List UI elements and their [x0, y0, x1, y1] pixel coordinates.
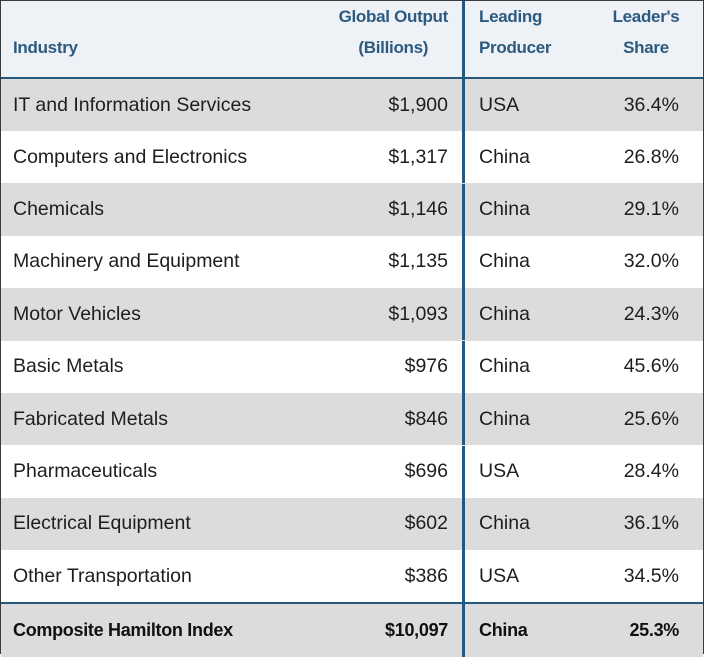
total-row: Composite Hamilton Index $10,097 China 2…	[1, 602, 703, 657]
table-row: Basic Metals $976 China 45.6%	[1, 340, 703, 393]
row-left-group: Motor Vehicles $1,093	[1, 288, 465, 341]
cell-industry: Computers and Electronics	[13, 145, 248, 168]
table-body: IT and Information Services $1,900 USA 36.4…	[1, 77, 703, 604]
cell-industry: Fabricated Metals	[13, 407, 168, 430]
cell-leading-producer: China	[479, 198, 530, 221]
cell-leading-producer: China	[479, 512, 530, 535]
header-industry: Industry	[13, 38, 78, 57]
cell-leaders-share: 34.5%	[623, 564, 679, 587]
table-row: Machinery and Equipment $1,135 China 32.0%	[1, 235, 703, 289]
row-left-group: Basic Metals $976	[1, 340, 465, 393]
cell-leaders-share: 24.3%	[623, 302, 679, 325]
cell-industry: Electrical Equipment	[13, 512, 191, 535]
total-producer: China	[465, 602, 595, 657]
table-row: Fabricated Metals $846 China 25.6%	[1, 392, 703, 446]
cell-industry: IT and Information Services	[13, 93, 252, 116]
cell-leading-producer: USA	[465, 77, 595, 131]
header-left-group: Industry Global Output (Billions)	[1, 1, 465, 78]
cell-global-output: $846	[404, 407, 448, 430]
cell-global-output: $1,135	[388, 250, 448, 273]
cell-industry: Other Transportation	[13, 564, 192, 587]
header-leaders-share: Leader's Share	[595, 1, 703, 78]
header-leaders-share-line2: Share	[623, 38, 669, 57]
cell-leaders-share: 32.0%	[623, 250, 679, 273]
cell-industry: Machinery and Equipment	[13, 250, 240, 273]
table-row: Pharmaceuticals $696 USA 28.4%	[1, 445, 703, 498]
table-footer: Composite Hamilton Index $10,097 China 2…	[1, 602, 703, 657]
header-leaders-share-line1: Leader's	[612, 7, 680, 26]
cell-global-output: $1,900	[388, 93, 448, 116]
cell-leading-producer: China	[479, 145, 530, 168]
cell-leading-producer: China	[479, 407, 530, 430]
cell-global-output: $696	[404, 460, 448, 483]
cell-industry: Motor Vehicles	[13, 302, 141, 325]
cell-leaders-share: 36.1%	[623, 512, 679, 535]
cell-industry: Chemicals	[13, 198, 105, 221]
cell-leaders-share: 45.6%	[623, 355, 679, 378]
cell-leaders-share: 36.4%	[595, 77, 703, 131]
cell-leading-producer: USA	[479, 564, 520, 587]
cell-leaders-share: 28.4%	[623, 460, 679, 483]
cell-global-output: $1,146	[388, 198, 448, 221]
total-share: 25.3%	[595, 602, 703, 657]
table-row: Chemicals $1,146 China 29.1%	[1, 183, 703, 236]
row-left-group: Computers and Electronics $1,317	[1, 131, 465, 184]
row-left-group: IT and Information Services $1,900	[1, 77, 465, 131]
row-left-group: Pharmaceuticals $696	[1, 445, 465, 498]
cell-leading-producer: China	[479, 302, 530, 325]
header-global-output: Global Output (Billions)	[338, 1, 449, 63]
header-global-output-line1: Global Output	[338, 7, 449, 26]
cell-leading-producer: USA	[479, 460, 520, 483]
table-row: IT and Information Services $1,900 USA 36.4…	[1, 77, 703, 131]
cell-global-output: $1,317	[388, 145, 448, 168]
cell-industry: Pharmaceuticals	[13, 460, 158, 483]
table-row: Computers and Electronics $1,317 China 26.8…	[1, 131, 703, 184]
row-left-group: Machinery and Equipment $1,135	[1, 235, 465, 288]
total-output: $10,097	[385, 620, 448, 641]
header-leading-producer-line2: Producer	[479, 38, 552, 57]
row-left-group: Other Transportation $386	[1, 550, 465, 603]
table-row: Electrical Equipment $602 China 36.1%	[1, 497, 703, 551]
header-leading-producer-line1: Leading	[479, 7, 543, 26]
row-left-group: Electrical Equipment $602	[1, 497, 465, 550]
table-row: Motor Vehicles $1,093 China 24.3%	[1, 288, 703, 341]
total-left-group: Composite Hamilton Index $10,097	[1, 602, 465, 657]
cell-leading-producer: China	[479, 250, 530, 273]
header-row: Industry Global Output (Billions) Leadin…	[1, 1, 703, 78]
table-header: Industry Global Output (Billions) Leadin…	[1, 1, 703, 78]
cell-global-output: $386	[404, 564, 448, 587]
header-leading-producer: Leading Producer	[465, 1, 595, 78]
cell-leaders-share: 29.1%	[623, 198, 679, 221]
header-global-output-line2: (Billions)	[358, 38, 429, 57]
cell-leaders-share: 26.8%	[623, 145, 679, 168]
table-row: Other Transportation $386 USA 34.5%	[1, 550, 703, 604]
cell-global-output: $976	[404, 355, 448, 378]
row-left-group: Fabricated Metals $846	[1, 393, 465, 446]
cell-leaders-share: 25.6%	[623, 407, 679, 430]
cell-global-output: $1,093	[388, 302, 448, 325]
cell-leading-producer: China	[479, 355, 530, 378]
row-left-group: Chemicals $1,146	[1, 183, 465, 236]
cell-industry: Basic Metals	[13, 355, 124, 378]
total-industry: Composite Hamilton Index	[13, 620, 233, 641]
cell-global-output: $602	[404, 512, 448, 535]
